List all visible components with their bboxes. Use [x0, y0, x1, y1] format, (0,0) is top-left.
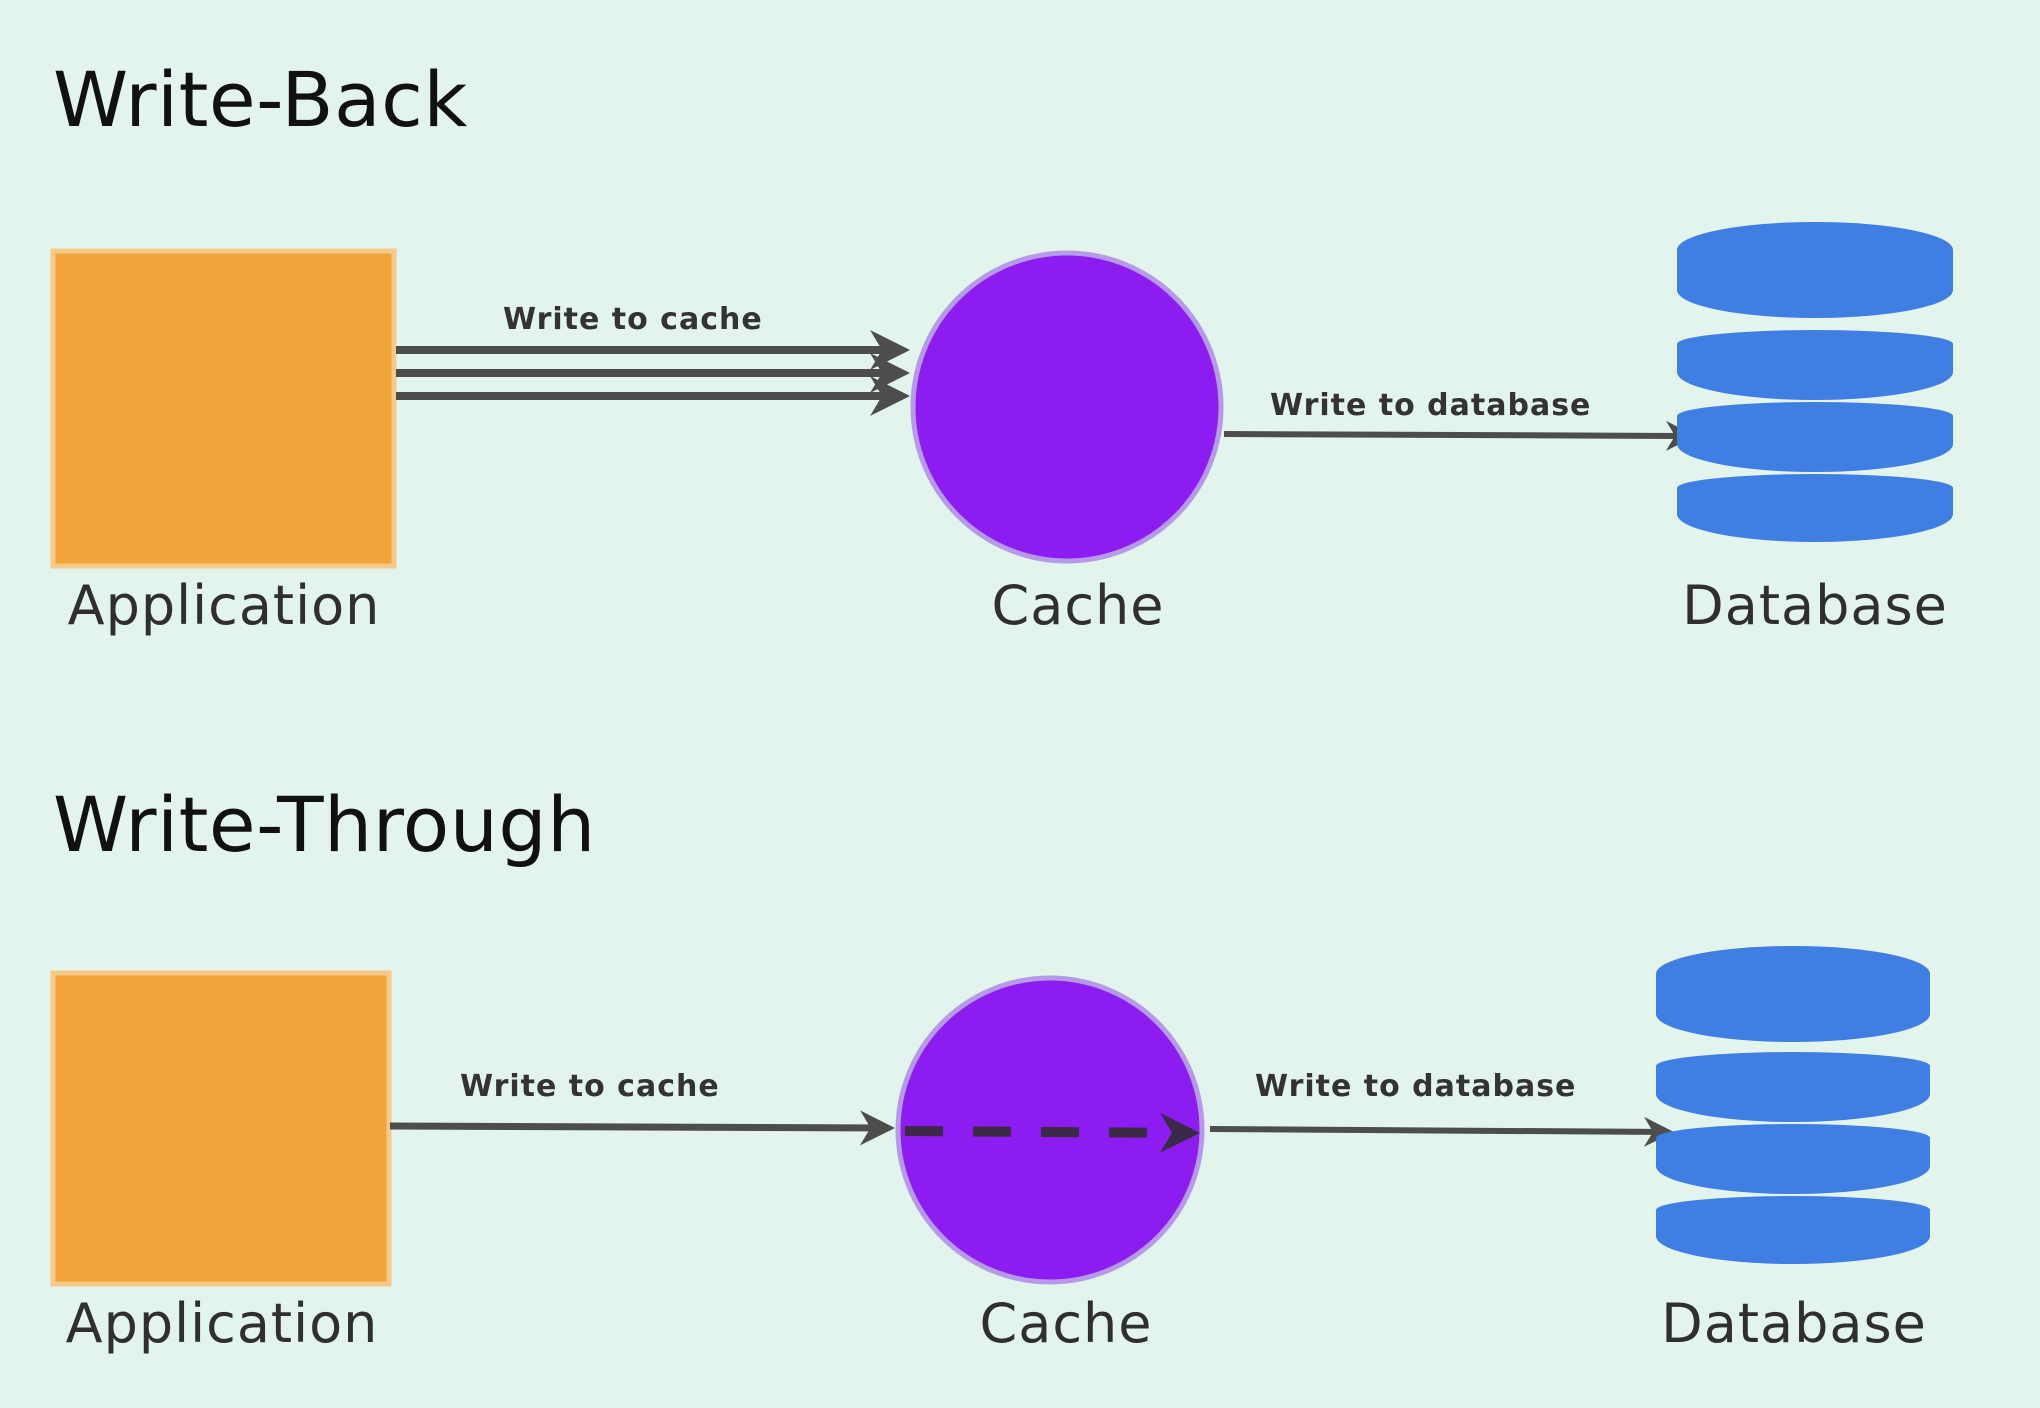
- write-through-cache-to-db-arrow: [1209, 1116, 1674, 1147]
- write-through-cache-label: Cache: [979, 1292, 1153, 1355]
- write-back-application-label: Application: [67, 574, 381, 637]
- write-back-database-icon: [1677, 222, 1953, 542]
- write-back-cache-circle: [910, 250, 1224, 564]
- write-back-app-to-cache-arrows: [396, 330, 910, 416]
- write-through-title: Write-Through: [53, 780, 596, 869]
- write-through-database-label: Database: [1661, 1292, 1927, 1355]
- write-back-group: [50, 222, 1953, 569]
- write-through-group: [50, 946, 1930, 1287]
- write-back-database-label: Database: [1682, 574, 1948, 637]
- write-back-app-to-cache-label: Write to cache: [503, 302, 763, 337]
- write-through-dashed-arrow: [904, 1112, 1200, 1153]
- write-through-cache-to-db-label: Write to database: [1255, 1069, 1577, 1104]
- write-through-database-icon: [1656, 946, 1930, 1264]
- write-back-cache-to-db-arrow: [1223, 420, 1696, 451]
- write-through-app-to-cache-arrow: [389, 1110, 895, 1146]
- write-through-app-to-cache-label: Write to cache: [460, 1069, 720, 1104]
- write-back-cache-label: Cache: [991, 574, 1165, 637]
- write-back-title: Write-Back: [53, 55, 468, 144]
- write-back-cache-to-db-label: Write to database: [1270, 388, 1592, 423]
- write-through-application-label: Application: [65, 1292, 379, 1355]
- write-back-application-box: [50, 248, 397, 569]
- write-through-application-box: [50, 970, 392, 1287]
